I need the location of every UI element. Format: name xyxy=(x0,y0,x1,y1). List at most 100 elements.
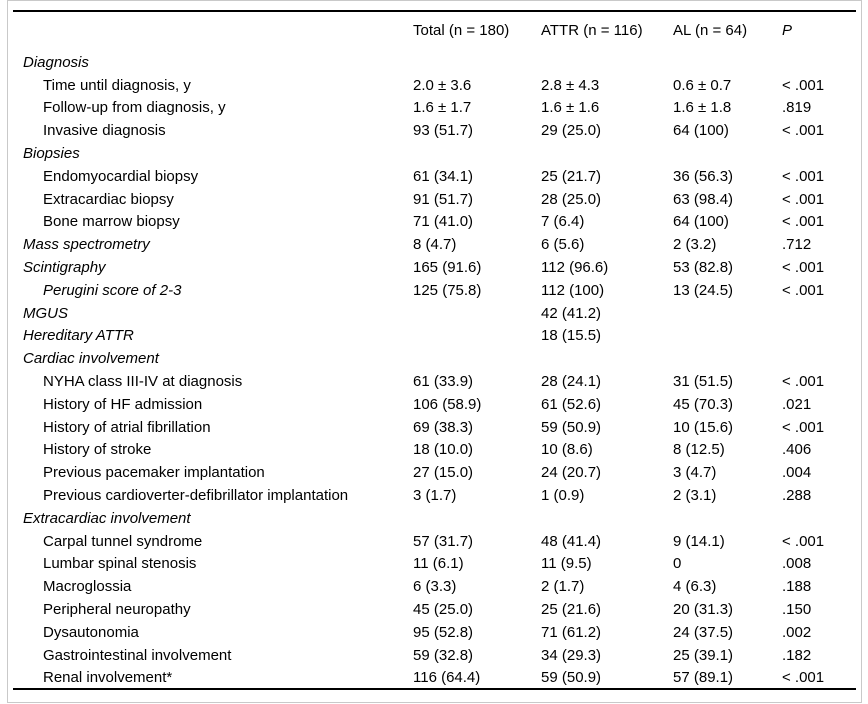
table-row: Extracardiac biopsy 91 (51.7) 28 (25.0) 63 … xyxy=(13,188,856,211)
cell-total: 61 (34.1) xyxy=(413,167,474,185)
cell-total: 91 (51.7) xyxy=(413,190,474,208)
row-label: Gastrointestinal involvement xyxy=(43,646,232,664)
cell-p: .182 xyxy=(782,646,812,664)
cell-al: 24 (37.5) xyxy=(673,623,734,641)
cell-attr xyxy=(541,142,673,165)
row-label: MGUS xyxy=(23,304,68,322)
cell-p: < .001 xyxy=(782,167,825,185)
cell-total xyxy=(413,325,541,348)
cell-total xyxy=(413,302,541,325)
table-row: Time until diagnosis, y 2.0 ± 3.6 2.8 ± 4.… xyxy=(13,74,856,97)
cell-attr: 6 (5.6) xyxy=(541,236,585,254)
cell-total: 2.0 ± 3.6 xyxy=(413,76,472,94)
col-header-p: P xyxy=(782,22,793,39)
cell-p: < .001 xyxy=(782,190,825,208)
table-row: Previous cardioverter-defibrillator impl… xyxy=(13,484,856,507)
cell-attr: 10 (8.6) xyxy=(541,441,593,459)
table-row: Diagnosis xyxy=(13,51,856,74)
cell-al: 57 (89.1) xyxy=(673,668,734,686)
cell-p: < .001 xyxy=(782,213,825,231)
row-label: Carpal tunnel syndrome xyxy=(43,532,203,550)
row-label: Extracardiac biopsy xyxy=(43,190,174,208)
cell-total xyxy=(413,142,541,165)
cell-al: 2 (3.1) xyxy=(673,487,717,505)
cell-p: .008 xyxy=(782,555,812,573)
cell-p: .021 xyxy=(782,395,812,413)
table-row: Hereditary ATTR 18 (15.5) xyxy=(13,325,856,348)
cell-al: 64 (100) xyxy=(673,122,729,140)
cell-p: .288 xyxy=(782,487,812,505)
cell-al: 3 (4.7) xyxy=(673,464,717,482)
cell-al: 20 (31.3) xyxy=(673,601,734,619)
cell-total: 45 (25.0) xyxy=(413,601,474,619)
col-header-attr: ATTR (n = 116) xyxy=(541,22,643,39)
cell-al: 8 (12.5) xyxy=(673,441,725,459)
row-label: Lumbar spinal stenosis xyxy=(43,555,197,573)
cell-attr: 28 (24.1) xyxy=(541,373,602,391)
cell-total: 125 (75.8) xyxy=(413,281,482,299)
table-row: Renal involvement* 116 (64.4) 59 (50.9) 57 … xyxy=(13,667,856,690)
table-row: Previous pacemaker implantation 27 (15.0)… xyxy=(13,461,856,484)
row-label: Biopsies xyxy=(23,145,80,163)
cell-p: .004 xyxy=(782,464,812,482)
cell-p xyxy=(782,302,856,325)
cell-al: 13 (24.5) xyxy=(673,281,734,299)
cell-attr: 7 (6.4) xyxy=(541,213,585,231)
cell-p xyxy=(782,51,856,74)
cell-attr: 1 (0.9) xyxy=(541,487,585,505)
cell-p: < .001 xyxy=(782,122,825,140)
cell-al: 0 xyxy=(673,555,682,573)
row-label: Bone marrow biopsy xyxy=(43,213,180,231)
cell-p xyxy=(782,507,856,530)
table-row: Mass spectrometry 8 (4.7) 6 (5.6) 2 (3.2) .7… xyxy=(13,233,856,256)
table-row: History of stroke 18 (10.0) 10 (8.6) 8 (12.… xyxy=(13,439,856,462)
cell-attr: 1.6 ± 1.6 xyxy=(541,99,600,117)
cell-al xyxy=(673,325,782,348)
cell-attr: 34 (29.3) xyxy=(541,646,602,664)
col-header-al: AL (n = 64) xyxy=(673,22,748,39)
table-body: Diagnosis Time until diagnosis, y 2.0 ± 3.… xyxy=(13,51,856,689)
cell-p: .002 xyxy=(782,623,812,641)
col-header-label xyxy=(13,11,413,51)
cell-attr xyxy=(541,51,673,74)
header-row: Total (n = 180) ATTR (n = 116) AL (n = 6… xyxy=(13,11,856,51)
cell-attr: 59 (50.9) xyxy=(541,668,602,686)
cell-attr: 112 (100) xyxy=(541,281,605,299)
table-row: Cardiac involvement xyxy=(13,347,856,370)
row-label: Follow-up from diagnosis, y xyxy=(43,99,226,117)
row-label: Mass spectrometry xyxy=(23,236,150,254)
row-label: Scintigraphy xyxy=(23,259,106,277)
cell-p: < .001 xyxy=(782,418,825,436)
table-row: Lumbar spinal stenosis 11 (6.1) 11 (9.5) 0.… xyxy=(13,553,856,576)
cell-attr: 2 (1.7) xyxy=(541,578,585,596)
table-row: Scintigraphy 165 (91.6) 112 (96.6) 53 (82.8… xyxy=(13,256,856,279)
cell-al: 64 (100) xyxy=(673,213,729,231)
row-label: Cardiac involvement xyxy=(23,350,159,368)
cell-al: 53 (82.8) xyxy=(673,259,734,277)
row-label: History of atrial fibrillation xyxy=(43,418,211,436)
cell-attr xyxy=(541,347,673,370)
table-row: Carpal tunnel syndrome 57 (31.7) 48 (41.4)… xyxy=(13,530,856,553)
cell-attr: 28 (25.0) xyxy=(541,190,602,208)
table-row: Invasive diagnosis 93 (51.7) 29 (25.0) 64 (… xyxy=(13,119,856,142)
cell-attr: 25 (21.7) xyxy=(541,167,602,185)
row-label: NYHA class III-IV at diagnosis xyxy=(43,373,243,391)
cell-total: 116 (64.4) xyxy=(413,668,481,686)
table-row: Biopsies xyxy=(13,142,856,165)
cell-p: < .001 xyxy=(782,76,825,94)
table-row: History of HF admission 106 (58.9) 61 (52.… xyxy=(13,393,856,416)
cell-al: 9 (14.1) xyxy=(673,532,725,550)
cell-p xyxy=(782,347,856,370)
table-row: NYHA class III-IV at diagnosis 61 (33.9) 2… xyxy=(13,370,856,393)
cell-attr: 48 (41.4) xyxy=(541,532,602,550)
table-row: Dysautonomia 95 (52.8) 71 (61.2) 24 (37.5).… xyxy=(13,621,856,644)
cell-attr xyxy=(541,507,673,530)
cell-p: < .001 xyxy=(782,668,825,686)
row-label: Renal involvement* xyxy=(43,668,173,686)
cell-total: 59 (32.8) xyxy=(413,646,474,664)
cell-total: 18 (10.0) xyxy=(413,441,474,459)
cell-total: 61 (33.9) xyxy=(413,373,474,391)
cell-al: 0.6 ± 0.7 xyxy=(673,76,732,94)
row-label: Diagnosis xyxy=(23,53,89,71)
